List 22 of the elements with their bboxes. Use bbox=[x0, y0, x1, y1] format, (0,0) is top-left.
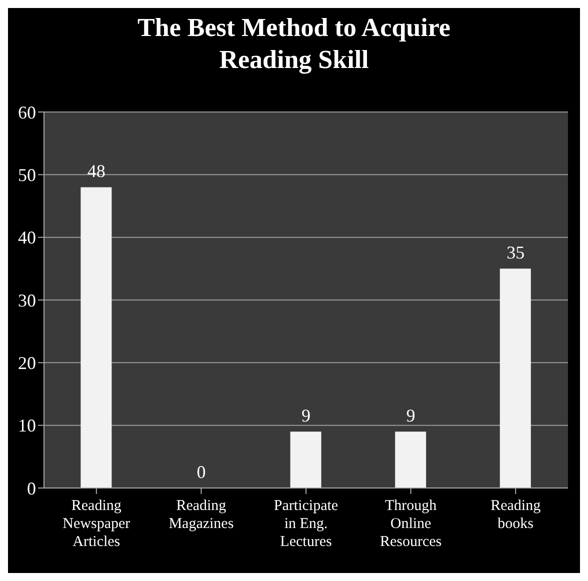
y-tick-label: 50 bbox=[18, 165, 36, 186]
y-tick-label: 10 bbox=[18, 416, 36, 436]
y-tick-label: 30 bbox=[18, 290, 36, 310]
y-tick-label: 0 bbox=[27, 478, 36, 498]
data-label: 9 bbox=[406, 406, 416, 426]
data-label: 0 bbox=[196, 462, 206, 482]
x-tick-label: Through Online Resources bbox=[380, 498, 442, 550]
y-tick-label: 20 bbox=[18, 353, 36, 374]
data-label: 9 bbox=[302, 406, 310, 426]
x-tick-label: Reading Newspaper Articles bbox=[62, 498, 130, 550]
bar bbox=[500, 268, 531, 488]
data-label: 35 bbox=[506, 242, 525, 263]
y-tick-label: 60 bbox=[18, 102, 36, 122]
x-tick-label: Reading books bbox=[490, 498, 542, 532]
bar bbox=[80, 187, 112, 488]
x-tick-label: Reading Magazines bbox=[168, 498, 234, 532]
bar bbox=[395, 432, 426, 488]
y-tick-label: 40 bbox=[18, 228, 36, 248]
x-tick-label: Participate in Eng. Lectures bbox=[274, 498, 338, 550]
bar bbox=[290, 432, 322, 488]
chart-title: The Best Method to Acquire Reading Skill bbox=[136, 12, 452, 76]
data-label: 48 bbox=[87, 161, 106, 182]
